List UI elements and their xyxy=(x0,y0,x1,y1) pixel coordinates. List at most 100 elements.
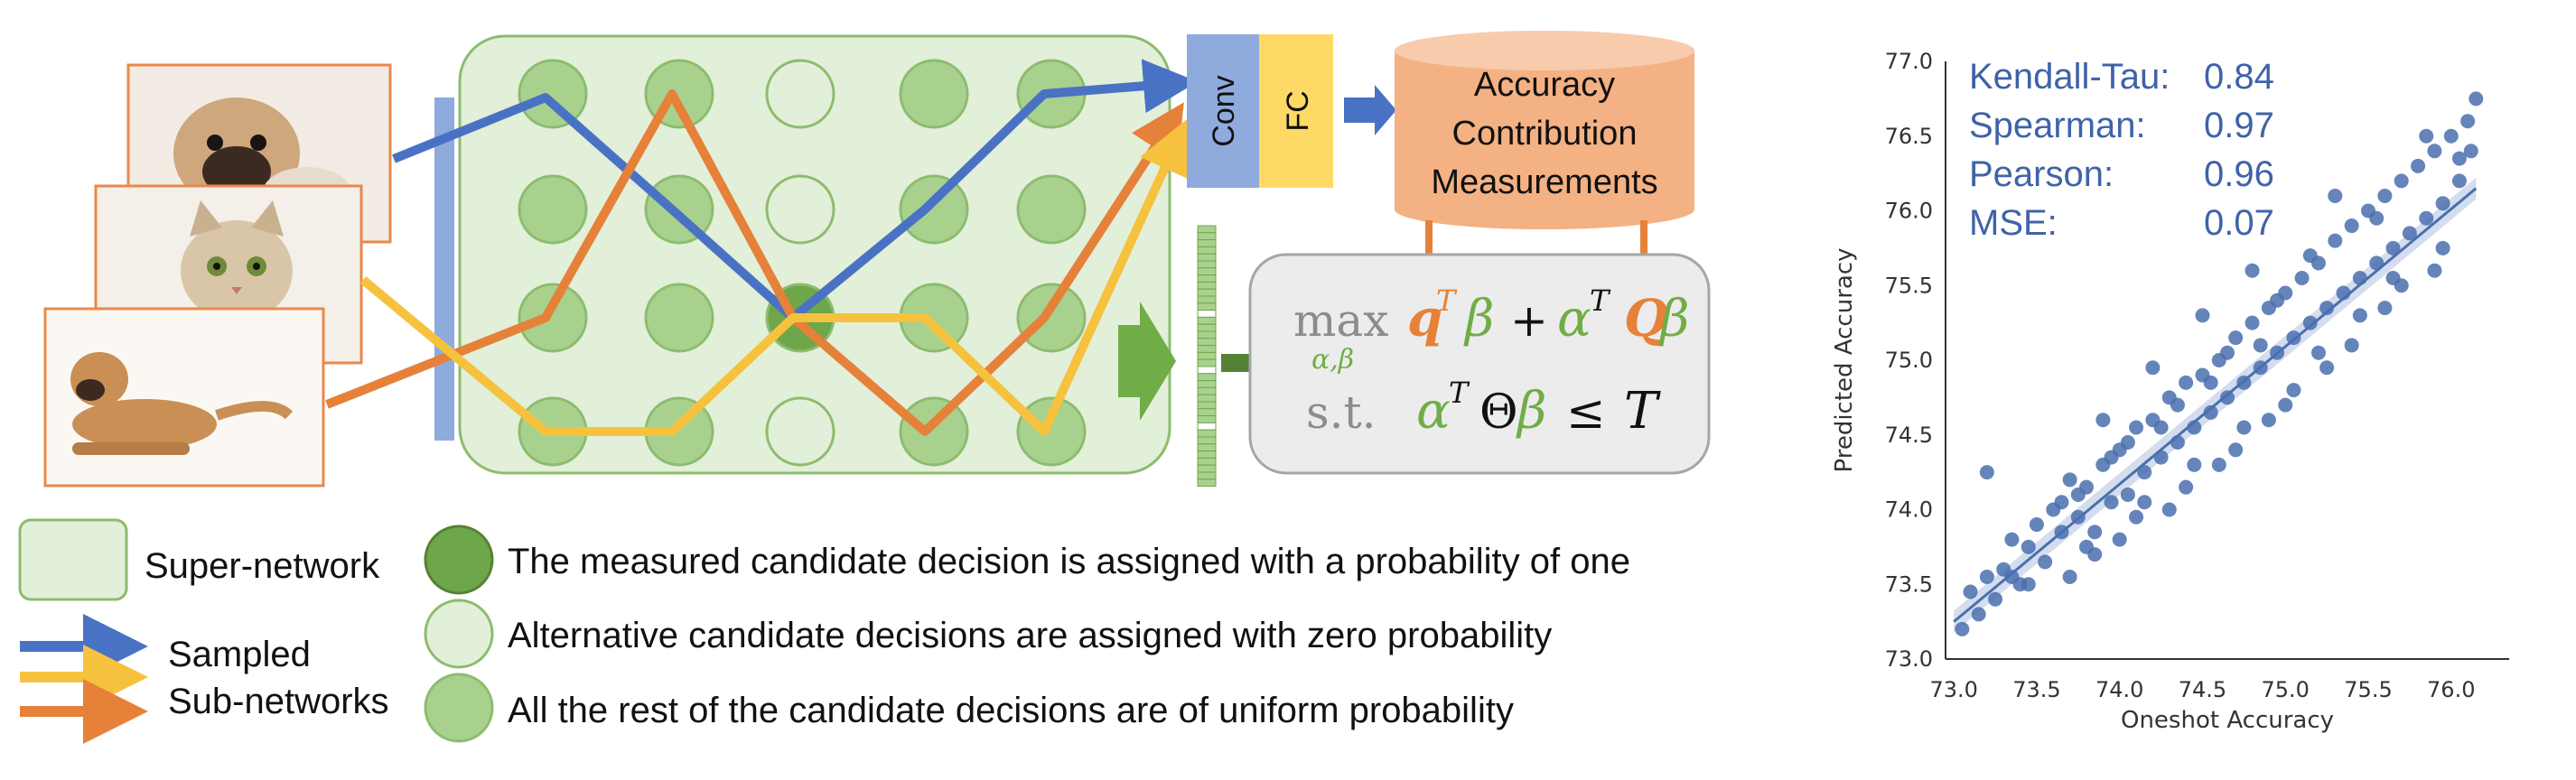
eq-sub: α,β xyxy=(1311,344,1354,376)
scatter-point xyxy=(2460,114,2476,129)
yellow-path xyxy=(359,118,1190,436)
scatter-point xyxy=(2261,413,2276,428)
scatter-point xyxy=(2253,360,2268,376)
scatter-point xyxy=(2161,502,2177,517)
vector-cell xyxy=(1197,386,1217,395)
stat-value: 0.84 xyxy=(2204,57,2274,97)
scatter-point xyxy=(2029,517,2044,533)
legend-sampled-label: Sampled xyxy=(168,635,311,674)
scatter-point xyxy=(2352,270,2367,285)
vector-cell xyxy=(1197,345,1217,353)
big-green-arrow xyxy=(1118,302,1176,421)
scatter-point xyxy=(2179,375,2194,390)
vector-cell xyxy=(1197,478,1217,488)
vector-cell xyxy=(1197,281,1217,290)
trend-line xyxy=(1953,187,2478,623)
optimization-box xyxy=(1248,253,1711,475)
measure-label-line2: Contribution xyxy=(1452,115,1638,153)
vector-cell xyxy=(1197,225,1217,234)
legend-subnetworks-label: Sub-networks xyxy=(168,682,389,721)
scatter-point xyxy=(2153,450,2169,465)
eq-leq: ≤ xyxy=(1566,385,1606,440)
legend-supernetwork-label: Super-network xyxy=(145,546,380,586)
scatter-point xyxy=(2129,420,2144,435)
stat-name: Kendall-Tau: xyxy=(1969,57,2170,97)
x-tick-label: 76.0 xyxy=(2427,677,2475,702)
eq-st: s.t. xyxy=(1306,386,1377,439)
vector-cell xyxy=(1197,330,1217,339)
eq-T: T xyxy=(1624,382,1661,441)
supernet-node xyxy=(765,174,835,245)
vector-cell xyxy=(1197,323,1217,332)
scatter-point xyxy=(2170,397,2185,413)
scatter-point xyxy=(2112,532,2127,547)
scatter-point xyxy=(2203,375,2218,390)
x-axis-label: Oneshot Accuracy xyxy=(2121,707,2334,734)
scatter-point xyxy=(2253,338,2268,353)
vector-cell xyxy=(1197,260,1217,269)
supernet-node xyxy=(899,174,969,245)
legend-measured-node xyxy=(424,525,494,595)
supernet-node xyxy=(644,283,714,353)
scatter-point xyxy=(2328,188,2343,203)
scatter-point xyxy=(2278,397,2293,413)
x-tick-label: 74.0 xyxy=(2095,677,2143,702)
vector-cell xyxy=(1197,394,1217,403)
vector-cell xyxy=(1197,464,1217,473)
eq-beta3: β xyxy=(1516,382,1546,441)
y-tick-label: 76.0 xyxy=(1885,199,1933,224)
legend-uniform-node xyxy=(424,673,494,743)
eq-theta: Θ xyxy=(1479,385,1518,440)
vector-cell xyxy=(1197,422,1217,431)
eq-alphaT: T xyxy=(1590,283,1611,318)
scatter-point xyxy=(2120,487,2135,502)
scatter-point xyxy=(1988,591,2003,607)
y-tick-label: 73.5 xyxy=(1885,571,1933,597)
vector-cell xyxy=(1197,429,1217,438)
scatter-point xyxy=(2336,285,2351,301)
scatter-point xyxy=(2435,196,2450,211)
stat-value: 0.96 xyxy=(2204,154,2274,194)
x-tick-label: 75.0 xyxy=(2262,677,2310,702)
eq-Q: Q xyxy=(1624,289,1668,348)
legend-alternative-label: Alternative candidate decisions are assi… xyxy=(508,616,1552,655)
eq-qT: T xyxy=(1436,283,1458,318)
scatter-point xyxy=(2095,413,2111,428)
vector-cell xyxy=(1197,338,1217,347)
stat-name: Spearman: xyxy=(1969,106,2146,145)
vector-cell xyxy=(1197,246,1217,255)
vector-cell xyxy=(1197,358,1217,367)
scatter-point xyxy=(2377,301,2393,316)
vector-cell xyxy=(1197,267,1217,276)
scatter-point xyxy=(2344,218,2359,234)
supernet-node xyxy=(518,174,588,245)
scatter-point xyxy=(2104,495,2119,510)
scatter-point xyxy=(2319,301,2335,316)
scatter-point xyxy=(2344,338,2359,353)
supernet-node xyxy=(518,283,588,353)
scatter-point xyxy=(1955,621,1970,636)
scatter-point xyxy=(2170,435,2185,450)
x-tick-label: 73.0 xyxy=(1929,677,1977,702)
scatter-point xyxy=(2104,450,2119,465)
vector-cell xyxy=(1197,366,1217,375)
conv-to-measurement-arrow xyxy=(1344,85,1396,135)
scatter-point xyxy=(2079,539,2094,554)
y-tick-label: 74.5 xyxy=(1885,422,1933,448)
y-tick-label: 75.5 xyxy=(1885,273,1933,298)
scatter-point xyxy=(2145,360,2161,376)
vector-cell xyxy=(1197,351,1217,360)
legend-measured-label: The measured candidate decision is assig… xyxy=(508,542,1630,581)
scatter-point xyxy=(2443,128,2459,144)
vector-cell xyxy=(1197,436,1217,445)
supernet-node xyxy=(1016,283,1087,353)
stat-value: 0.97 xyxy=(2204,106,2274,145)
scatter-point xyxy=(2302,248,2318,264)
scatter-point xyxy=(2195,308,2210,323)
supernet-node xyxy=(1016,174,1087,245)
measure-label-line1: Accuracy xyxy=(1474,66,1615,104)
scatter-point xyxy=(2021,577,2036,592)
eq-alphaT2: T xyxy=(1449,376,1470,410)
x-tick-label: 74.5 xyxy=(2179,677,2226,702)
